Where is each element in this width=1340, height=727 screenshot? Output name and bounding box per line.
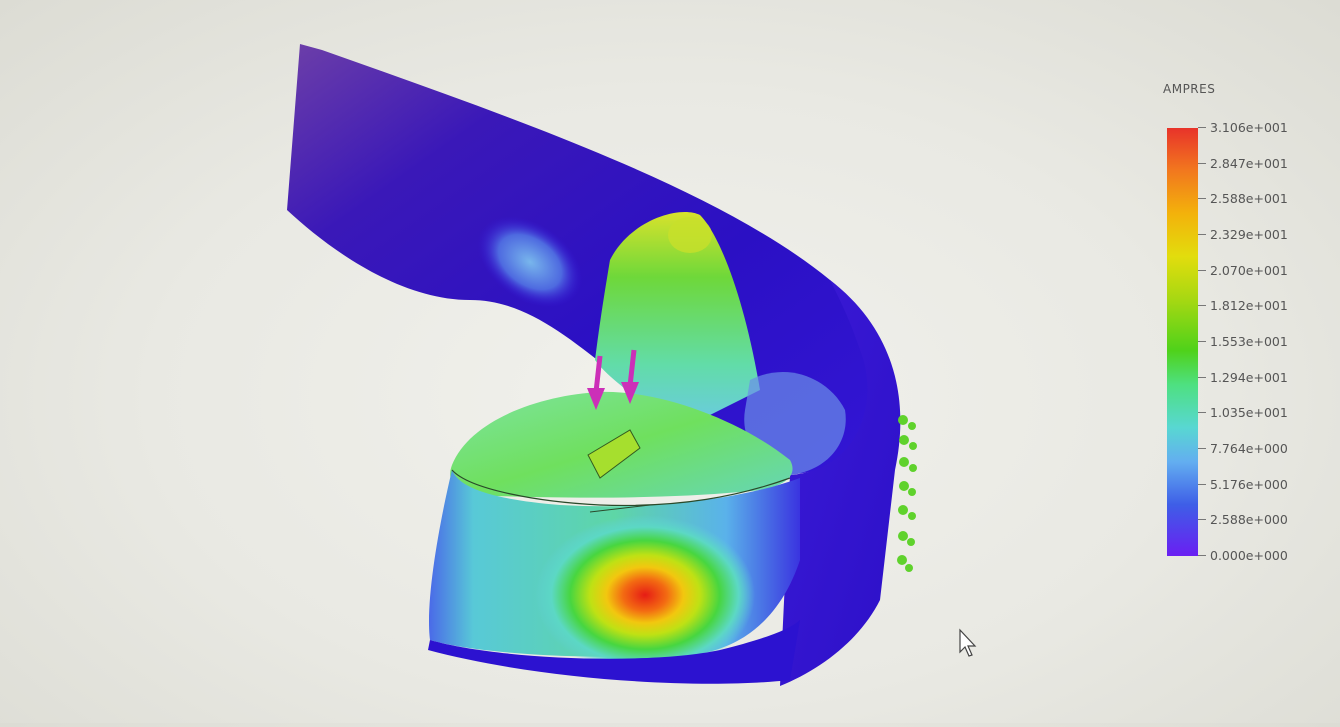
bracket-feature <box>587 429 641 479</box>
legend-tick <box>1198 376 1206 378</box>
legend-label: 1.294e+001 <box>1210 369 1288 385</box>
legend-tick <box>1198 305 1206 307</box>
color-legend: AMPRES 3.106e+001 2.847e+001 2.588e+001 2.3… <box>1150 76 1330 576</box>
legend-tick <box>1198 198 1206 200</box>
legend-tick <box>1198 162 1206 164</box>
legend-label: 2.847e+001 <box>1210 155 1288 171</box>
legend-label: 1.553e+001 <box>1210 334 1288 349</box>
legend-label: 1.812e+001 <box>1210 298 1288 314</box>
legend-label: 3.106e+001 <box>1210 120 1288 135</box>
bottom-flange <box>428 620 800 684</box>
legend-label: 7.764e+000 <box>1210 441 1288 456</box>
back-wall-stress-patch <box>477 216 583 308</box>
legend-label: 0.000e+000 <box>1210 548 1288 563</box>
rib-tip-stress <box>668 217 712 253</box>
legend-tick <box>1198 269 1206 271</box>
legend-label: 2.588e+000 <box>1210 512 1288 528</box>
base-seam-line <box>589 504 651 513</box>
legend-tick <box>1198 483 1206 485</box>
center-rib <box>595 212 760 430</box>
legend-label: 1.035e+001 <box>1210 405 1288 421</box>
outer-rim <box>780 280 901 686</box>
legend-label: 2.070e+001 <box>1210 262 1288 278</box>
legend-tick <box>1198 127 1206 128</box>
legend-tick <box>1198 519 1206 521</box>
legend-tick <box>1198 234 1206 235</box>
legend-tick <box>1198 448 1206 449</box>
legend-tick <box>1198 341 1206 342</box>
mouse-pointer-icon <box>959 628 977 657</box>
legend-title: AMPRES <box>1163 82 1216 96</box>
legend-tick <box>1198 555 1206 556</box>
legend-label: 5.176e+000 <box>1210 476 1288 492</box>
legend-label: 2.329e+001 <box>1210 227 1288 242</box>
base-edge-line <box>451 469 791 507</box>
legend-color-bar <box>1167 128 1198 556</box>
fixture-icon <box>897 415 917 572</box>
arrow-down-icon <box>587 349 639 410</box>
max-stress-hotspot <box>535 515 755 675</box>
legend-label: 2.588e+001 <box>1210 191 1288 207</box>
legend-tick <box>1198 412 1206 414</box>
